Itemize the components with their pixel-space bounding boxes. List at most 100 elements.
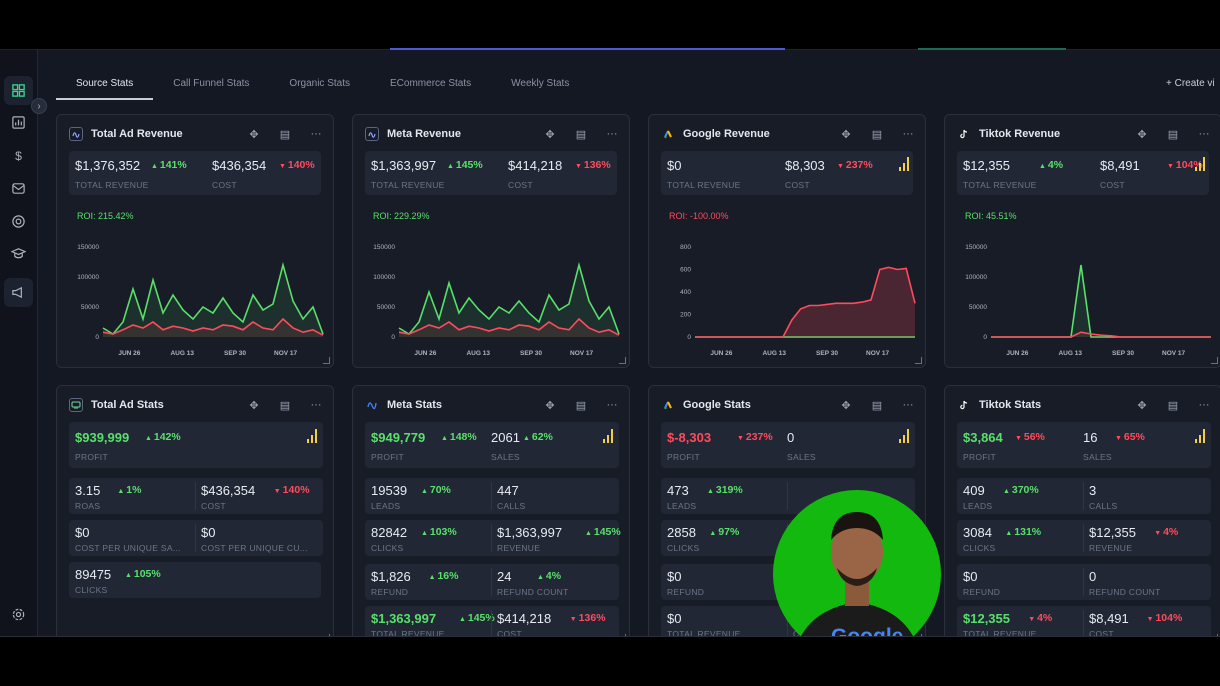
profit-label: PROFIT (75, 452, 108, 462)
more-options-icon[interactable]: ··· (310, 128, 322, 140)
bar-chart-icon[interactable] (603, 429, 617, 443)
resize-handle[interactable] (619, 357, 626, 364)
tab-organic-stats[interactable]: Organic Stats (289, 78, 351, 89)
resize-handle[interactable] (915, 357, 922, 364)
notes-icon[interactable]: ▤ (279, 399, 291, 412)
metric-value: $0 (201, 525, 216, 540)
metric-value: $12,355 (963, 611, 1010, 626)
card-title-total-ad-revenue: Total Ad Revenue (91, 128, 183, 140)
create-view-button[interactable]: + Create vi (1166, 78, 1215, 89)
tab-call-funnel-stats[interactable]: Call Funnel Stats (173, 78, 250, 89)
move-icon[interactable]: ✥ (545, 399, 555, 412)
resize-handle[interactable] (323, 634, 330, 636)
card-header: Meta Revenue ✥ ▤ ··· (365, 125, 619, 143)
profit-summary: $-8,303 ▼ 237% PROFIT 0 SALES (661, 422, 915, 468)
metric-label: COST PER UNIQUE SA... (75, 543, 181, 553)
bar-chart-icon[interactable] (1195, 157, 1209, 171)
metric-value: 447 (497, 483, 519, 498)
dashboard-icon[interactable] (4, 76, 33, 105)
x-tick-label: SEP 30 (520, 350, 542, 357)
delta-up: ▲ 131% (1005, 526, 1042, 538)
resize-handle[interactable] (323, 357, 330, 364)
move-icon[interactable]: ✥ (841, 399, 851, 412)
metric-label: CALLS (1089, 501, 1118, 511)
move-icon[interactable]: ✥ (1137, 128, 1147, 141)
roi-text: ROI: -100.00% (669, 211, 729, 221)
notes-icon[interactable]: ▤ (575, 399, 587, 412)
total-revenue-label: TOTAL REVENUE (75, 180, 149, 190)
notes-icon[interactable]: ▤ (279, 128, 291, 141)
delta-up: ▲ 16% (428, 570, 459, 582)
presenter-avatar: Google (773, 490, 941, 636)
metric-row: 3.15 ▲ 1% ROAS $436,354 ▼ 140% COST (69, 478, 323, 514)
card-header: Total Ad Revenue ✥ ▤ ··· (69, 125, 323, 143)
graduation-cap-icon[interactable] (4, 239, 33, 268)
series-line (991, 264, 1211, 338)
move-icon[interactable]: ✥ (841, 128, 851, 141)
cost-value: $8,303 (785, 158, 825, 173)
series-line (991, 331, 1211, 338)
bar-chart-icon[interactable] (899, 429, 913, 443)
y-tick-label: 0 (687, 334, 691, 341)
move-icon[interactable]: ✥ (249, 128, 259, 141)
megaphone-icon[interactable] (4, 278, 33, 307)
sidebar-expand-button[interactable]: › (31, 98, 47, 114)
mail-icon[interactable] (4, 174, 33, 203)
profit-label: PROFIT (667, 452, 700, 462)
x-tick-label: AUG 13 (762, 350, 786, 357)
series-area (991, 332, 1211, 337)
metric-value: $1,363,997 (497, 525, 563, 540)
settings-icon[interactable] (4, 600, 33, 629)
sales-value: 16 (1083, 430, 1098, 445)
bar-chart-icon[interactable] (1195, 429, 1209, 443)
tiktok-icon (957, 127, 971, 141)
delta-down: ▼ 136% (575, 159, 611, 171)
notes-icon[interactable]: ▤ (871, 399, 883, 412)
more-options-icon[interactable]: ··· (902, 128, 914, 140)
delta-down: ▼ 4% (1028, 612, 1053, 624)
metric-row: $0 REFUND 0 REFUND COUNT (957, 564, 1211, 600)
metric-row: 82842 ▲ 103% CLICKS $1,363,997 ▲ 145% REVENUE (365, 520, 621, 556)
meta-icon (365, 398, 379, 412)
bar-chart-icon[interactable] (899, 157, 913, 171)
y-tick-label: 50000 (969, 304, 987, 311)
bar-chart-icon[interactable] (307, 429, 321, 443)
tab-ecommerce-stats[interactable]: ECommerce Stats (390, 78, 472, 89)
delta-down: ▼ 237% (837, 159, 873, 171)
more-options-icon[interactable]: ··· (1198, 128, 1210, 140)
metric-value: $12,355 (1089, 525, 1136, 540)
sidebar: $ (0, 50, 38, 636)
chart-icon[interactable] (4, 108, 33, 137)
y-tick-label: 0 (95, 334, 99, 341)
move-icon[interactable]: ✥ (249, 399, 259, 412)
resize-handle[interactable] (1211, 357, 1218, 364)
notes-icon[interactable]: ▤ (871, 128, 883, 141)
metric-label: TOTAL REVENUE (667, 629, 741, 636)
tab-source-stats[interactable]: Source Stats (56, 68, 154, 100)
cost-label: COST (785, 180, 810, 190)
metric-label: COST (1089, 629, 1114, 636)
more-options-icon[interactable]: ··· (310, 399, 322, 411)
resize-handle[interactable] (619, 634, 626, 636)
dollar-icon[interactable]: $ (4, 141, 33, 170)
more-options-icon[interactable]: ··· (606, 128, 618, 140)
more-options-icon[interactable]: ··· (902, 399, 914, 411)
metric-row: $1,826 ▲ 16% REFUND 24 ▲ 4% REFUND COUNT (365, 564, 619, 600)
metric-label: REFUND (371, 587, 409, 597)
tab-weekly-stats[interactable]: Weekly Stats (511, 78, 570, 89)
metric-value: 409 (963, 483, 985, 498)
more-options-icon[interactable]: ··· (606, 399, 618, 411)
profit-value: $939,999 (75, 430, 130, 445)
notes-icon[interactable]: ▤ (1167, 128, 1179, 141)
notes-icon[interactable]: ▤ (1167, 399, 1179, 412)
target-icon[interactable] (4, 207, 33, 236)
card-header: Google Stats ✥ ▤ ··· (661, 396, 915, 414)
card-title-google-stats: Google Stats (683, 399, 751, 411)
resize-handle[interactable] (1211, 634, 1218, 636)
move-icon[interactable]: ✥ (1137, 399, 1147, 412)
move-icon[interactable]: ✥ (545, 128, 555, 141)
more-options-icon[interactable]: ··· (1198, 399, 1210, 411)
notes-icon[interactable]: ▤ (575, 128, 587, 141)
x-tick-label: SEP 30 (224, 350, 246, 357)
resize-handle[interactable] (915, 634, 922, 636)
